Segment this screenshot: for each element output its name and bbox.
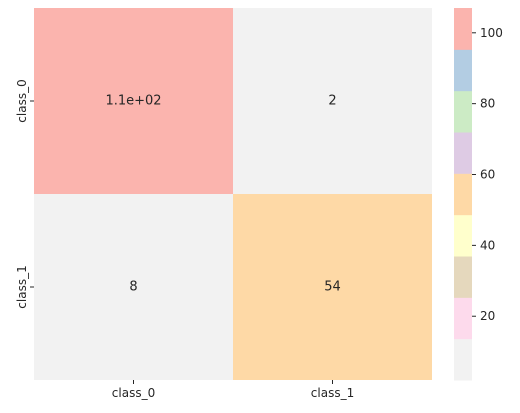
x-tick-label: class_1 — [311, 386, 354, 400]
colorbar-segment — [454, 8, 472, 50]
colorbar-segment — [454, 214, 472, 257]
colorbar-tick-label: 60 — [480, 168, 495, 182]
cell-annotation: 54 — [324, 280, 341, 295]
cell-annotation: 8 — [129, 280, 137, 295]
colorbar-tick-label: 100 — [480, 26, 503, 40]
colorbar-segment — [454, 90, 472, 133]
colorbar-segment — [454, 256, 472, 298]
y-tick-label: class_1 — [15, 265, 29, 308]
heatmap-cell-class_1-class_0 — [34, 194, 233, 380]
cell-annotation: 1.1e+02 — [105, 94, 161, 109]
colorbar-tick-label: 20 — [480, 309, 495, 323]
colorbar-segment — [454, 132, 472, 174]
heatmap-cell-class_1-class_1 — [233, 194, 432, 380]
colorbar-segment — [454, 173, 472, 216]
colorbar-tick-label: 40 — [480, 238, 495, 252]
heatmap-cell-class_0-class_0 — [34, 8, 233, 194]
x-tick-label: class_0 — [112, 386, 155, 400]
heatmap-cells — [34, 8, 432, 380]
colorbar-tick-label: 80 — [480, 97, 495, 111]
x-axis: class_0 class_1 — [112, 380, 354, 400]
y-axis: class_0 class_1 — [15, 79, 34, 309]
colorbar-segment — [454, 338, 472, 381]
colorbar-segment — [454, 297, 472, 340]
colorbar-segment — [454, 49, 472, 92]
heatmap-cell-class_0-class_1 — [233, 8, 432, 194]
cell-annotation: 2 — [328, 94, 336, 109]
y-tick-label: class_0 — [15, 79, 29, 122]
colorbar-ticks: 20 40 60 80 100 — [472, 26, 503, 323]
colorbar — [454, 8, 472, 381]
cell-annotations: 1.1e+02 2 8 54 — [105, 94, 340, 295]
